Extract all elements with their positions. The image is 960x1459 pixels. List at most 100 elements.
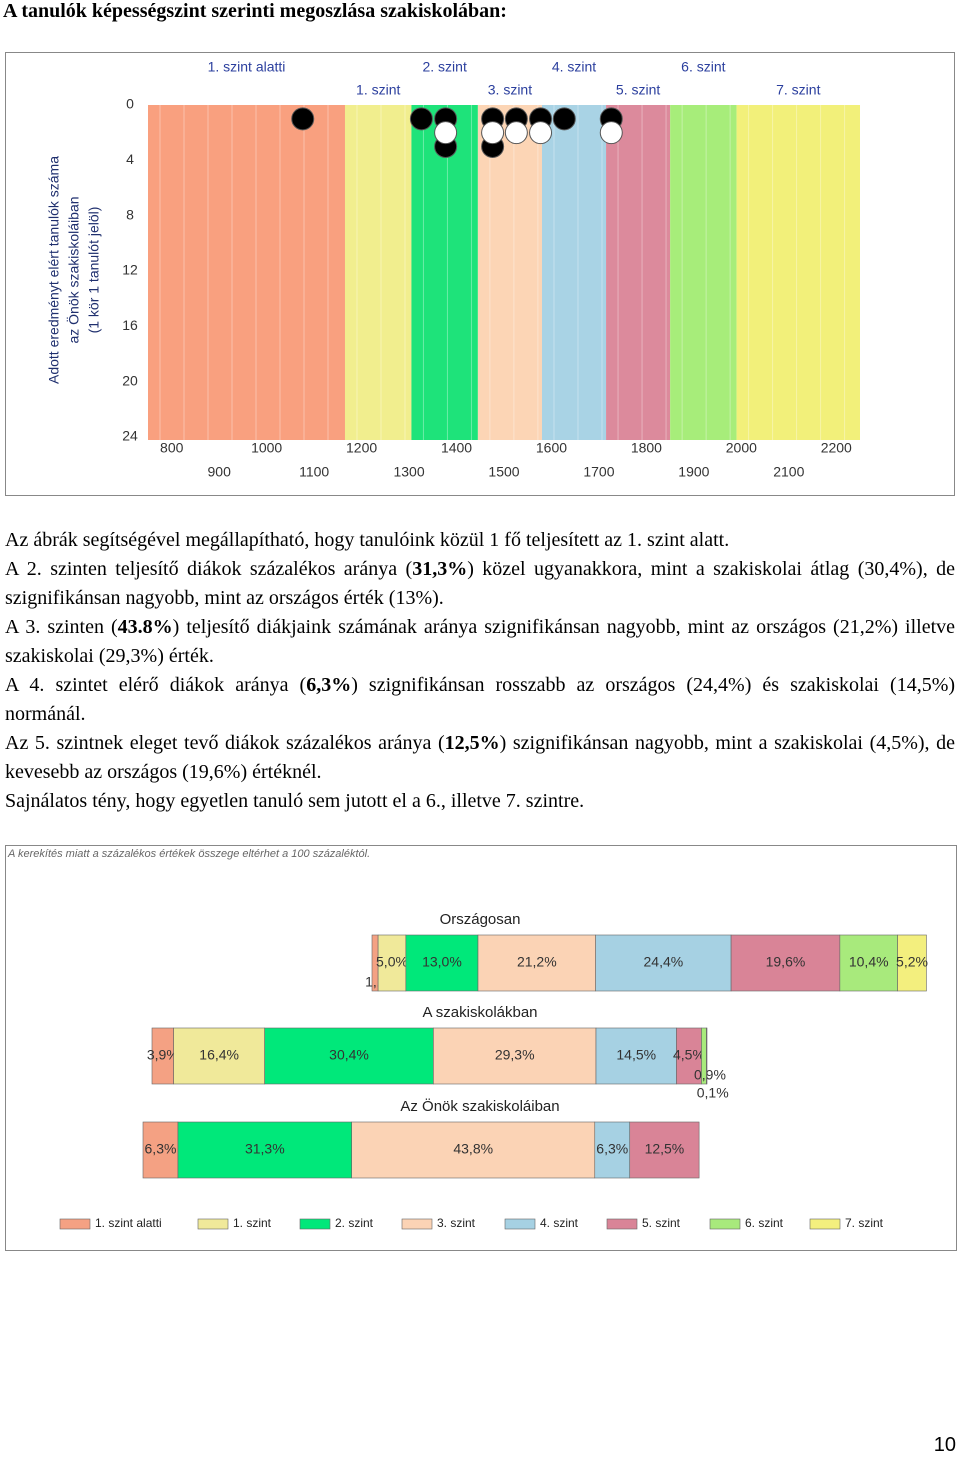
level-band xyxy=(148,105,345,440)
value-label: 10,4% xyxy=(849,954,889,970)
level-band xyxy=(736,105,860,440)
value-label: 0,1% xyxy=(697,1085,729,1101)
bar-segment xyxy=(706,1027,708,1085)
bold-run: 43.8% xyxy=(117,616,173,638)
level-band xyxy=(606,105,671,440)
bar-segment xyxy=(173,1027,265,1085)
legend-swatch xyxy=(59,1218,91,1230)
legend-label: 6. szint xyxy=(745,1216,784,1230)
level-band xyxy=(411,105,478,440)
band-label: 3. szint xyxy=(488,82,532,98)
legend-label: 2. szint xyxy=(335,1216,374,1230)
value-label: 43,8% xyxy=(453,1141,493,1157)
x-tick-label: 1200 xyxy=(346,440,377,456)
bar-segment xyxy=(595,934,732,992)
legend-label: 7. szint xyxy=(845,1216,884,1230)
x-tick-label: 1900 xyxy=(678,464,709,480)
text-run: ) teljesítő diákjaink számának aránya sz… xyxy=(5,616,956,667)
text-run: A 2. szinten teljesítő diákok százalékos… xyxy=(5,558,413,580)
student-dot xyxy=(481,121,505,145)
bar-segment xyxy=(433,1027,597,1085)
band-label: 1. szint alatti xyxy=(208,59,286,75)
legend-swatch xyxy=(504,1218,536,1230)
bold-run: 12,5% xyxy=(444,732,500,754)
bar-segment xyxy=(351,1121,596,1179)
y-tick-label: 24 xyxy=(122,428,138,444)
bar-title: Az Önök szakiskoláiban xyxy=(400,1097,559,1115)
level-band xyxy=(344,105,412,440)
value-label: 5,0% xyxy=(376,954,408,970)
y-axis-label: (1 kör 1 tanulót jelöl) xyxy=(86,207,102,334)
x-tick-label: 2100 xyxy=(773,464,804,480)
bar-segment xyxy=(264,1027,434,1085)
band-label: 7. szint xyxy=(776,82,820,98)
paragraph: Az 5. szintnek eleget tevő diákok százal… xyxy=(5,729,955,787)
paragraph: A 2. szinten teljesítő diákok százalékos… xyxy=(5,555,955,613)
x-tick-label: 2200 xyxy=(821,440,852,456)
value-label: 16,4% xyxy=(199,1047,239,1063)
y-tick-label: 20 xyxy=(122,372,138,388)
legend-label: 4. szint xyxy=(540,1216,579,1230)
bar-segment xyxy=(594,1121,631,1179)
bar-segment xyxy=(177,1121,352,1179)
text-run: ) szignifikánsan rosszabb az országos (2… xyxy=(5,674,956,725)
bar-segment xyxy=(142,1121,179,1179)
value-label: 0,9% xyxy=(694,1067,726,1083)
value-label: 30,4% xyxy=(329,1047,369,1063)
value-label: 4,5% xyxy=(673,1047,705,1063)
bar-segment xyxy=(730,934,841,992)
bar-segment xyxy=(477,934,596,992)
bar-segment xyxy=(405,934,479,992)
student-dot xyxy=(291,107,315,131)
x-tick-label: 1400 xyxy=(441,440,472,456)
text-run: Az ábrák segítségével megállapítható, ho… xyxy=(5,529,730,551)
band-label: 4. szint xyxy=(552,59,596,75)
bar-segment xyxy=(839,934,898,992)
level-band xyxy=(541,105,607,440)
y-tick-label: 0 xyxy=(126,96,134,112)
bar-segment xyxy=(377,934,407,992)
text-run: Az 5. szintnek eleget tevő diákok százal… xyxy=(5,732,445,754)
student-dot xyxy=(434,121,458,145)
x-tick-label: 2000 xyxy=(726,440,757,456)
legend-swatch xyxy=(401,1218,433,1230)
legend-label: 5. szint xyxy=(642,1216,681,1230)
level-band xyxy=(477,105,542,440)
y-tick-label: 4 xyxy=(126,151,134,167)
text-run: A 3. szinten ( xyxy=(5,616,118,638)
x-tick-label: 1500 xyxy=(488,464,519,480)
bar-title: Országosan xyxy=(440,911,521,928)
heading: A tanulók képességszint szerinti megoszl… xyxy=(3,0,507,22)
bold-run: 31,3% xyxy=(412,558,468,580)
value-label: 14,5% xyxy=(616,1047,656,1063)
legend-swatch xyxy=(606,1218,638,1230)
student-dot xyxy=(599,121,623,145)
text-run: Sajnálatos tény, hogy egyetlen tanuló se… xyxy=(5,790,585,812)
legend-swatch xyxy=(299,1218,331,1230)
student-dot xyxy=(529,121,553,145)
bar-segment xyxy=(676,1027,702,1085)
text-run: A 4. szintet elérő diákok aránya ( xyxy=(5,674,307,696)
legend-label: 1. szint xyxy=(233,1216,272,1230)
bar-title: A szakiskolákban xyxy=(422,1004,537,1021)
legend-swatch xyxy=(709,1218,741,1230)
x-tick-label: 1300 xyxy=(393,464,424,480)
legend-swatch xyxy=(809,1218,841,1230)
value-label: 3,9% xyxy=(147,1047,179,1063)
band-label: 5. szint xyxy=(616,82,660,98)
value-label: 5,2% xyxy=(896,954,928,970)
paragraph: Az ábrák segítségével megállapítható, ho… xyxy=(5,526,955,555)
paragraph: Sajnálatos tény, hogy egyetlen tanuló se… xyxy=(5,787,955,816)
bar-segment xyxy=(629,1121,700,1179)
x-tick-label: 1100 xyxy=(299,464,329,480)
x-tick-label: 1000 xyxy=(251,440,282,456)
x-tick-label: 1600 xyxy=(536,440,567,456)
value-label: 6,3% xyxy=(145,1141,177,1157)
value-label: 24,4% xyxy=(644,954,684,970)
text-run: ) szignifikánsan nagyobb, mint a szakisk… xyxy=(5,732,955,783)
band-label: 2. szint xyxy=(422,59,466,75)
x-tick-label: 1800 xyxy=(631,440,662,456)
paragraph: A 3. szinten (43.8%) teljesítő diákjaink… xyxy=(5,613,955,671)
legend-swatch xyxy=(197,1218,229,1230)
